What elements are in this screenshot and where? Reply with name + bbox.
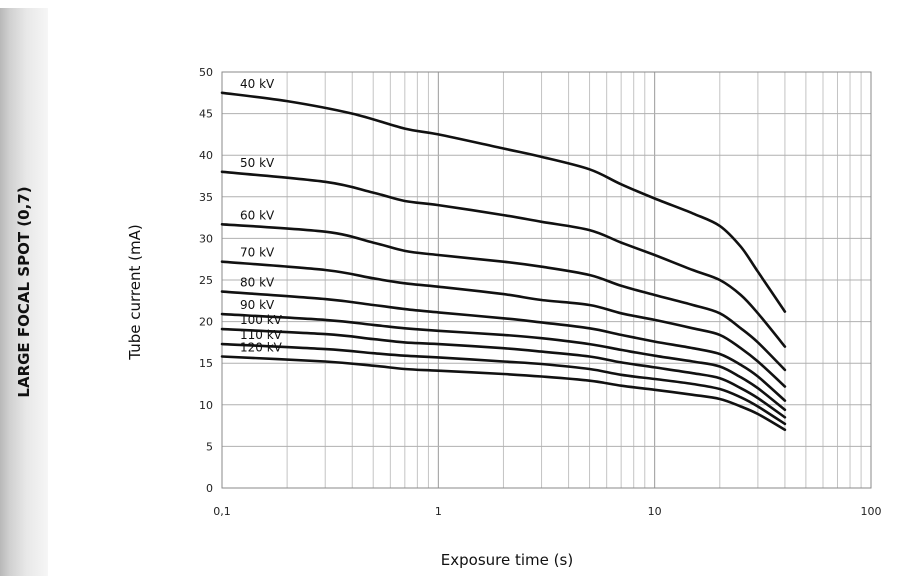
y-tick-label: 25	[199, 274, 213, 287]
y-tick-label: 35	[199, 191, 213, 204]
y-tick-label: 5	[206, 440, 213, 453]
x-tick-label: 100	[861, 505, 882, 518]
series-label-5: 90 kV	[240, 298, 275, 312]
series-line-7	[220, 342, 787, 426]
y-tick-label: 0	[206, 482, 213, 495]
series-line-1	[220, 170, 787, 348]
y-tick-label: 45	[199, 108, 213, 121]
series-label-8: 120 kV	[240, 341, 283, 355]
series-line-6	[220, 327, 787, 419]
tick-labels: 0 5 10 15 20 25 30 35 40 45 50 0,1 1 10 100	[199, 66, 882, 518]
y-tick-label: 40	[199, 149, 213, 162]
y-tick-label: 10	[199, 399, 213, 412]
y-tick-label: 50	[199, 66, 213, 79]
series-line-5	[220, 312, 787, 412]
y-tick-label: 20	[199, 316, 213, 329]
series-label-4: 80 kV	[240, 276, 275, 290]
series-label-1: 50 kV	[240, 156, 275, 170]
series-label-3: 70 kV	[240, 246, 275, 260]
side-panel	[0, 8, 48, 576]
series-label-2: 60 kV	[240, 208, 275, 222]
series-line-4	[220, 290, 787, 402]
series-line-8	[220, 355, 787, 432]
x-tick-label: 0,1	[213, 505, 231, 518]
x-tick-label: 1	[435, 505, 442, 518]
series-line-2	[220, 223, 787, 372]
y-axis-label: Tube current (mA)	[126, 224, 144, 360]
series-label-0: 40 kV	[240, 77, 275, 91]
x-axis-label: Exposure time (s)	[441, 551, 573, 569]
series-line-3	[220, 260, 787, 388]
grid	[221, 71, 872, 489]
y-tick-label: 30	[199, 232, 213, 245]
series-label-7: 110 kV	[240, 328, 283, 342]
series-line-0	[220, 91, 787, 313]
plot-frame	[221, 71, 872, 489]
y-tick-label: 15	[199, 357, 213, 370]
x-tick-label: 10	[648, 505, 662, 518]
series-label-6: 100 kV	[240, 313, 283, 327]
series-lines	[220, 91, 787, 432]
